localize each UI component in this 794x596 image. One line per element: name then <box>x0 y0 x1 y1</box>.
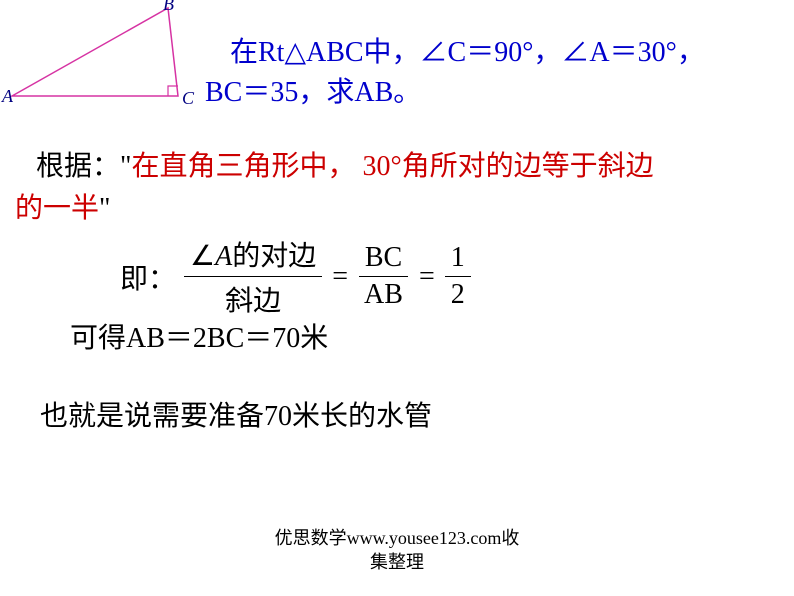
opposite-side-text: 的对边 <box>232 241 316 272</box>
angle-symbol: ∠ <box>190 241 215 272</box>
explanation-body-2: 的一半 <box>15 193 99 224</box>
problem-line-2: BC＝35，求AB。 <box>205 70 421 110</box>
fraction-3: 1 2 <box>445 242 471 311</box>
fraction-1: ∠A的对边 斜边 <box>184 234 322 319</box>
result-text: 可得AB＝2BC＝70米 <box>70 323 328 354</box>
fraction-3-den: 2 <box>445 277 471 311</box>
problem-text-1: 在Rt△ABC中，∠C＝90°，∠A＝30°， <box>230 37 705 68</box>
formula-row: 即： ∠A的对边 斜边 = BC AB = 1 2 <box>120 234 475 319</box>
problem-line-1: 在Rt△ABC中，∠C＝90°，∠A＝30°， <box>230 30 705 70</box>
vertex-c-label: C <box>182 88 195 108</box>
conclusion-line: 也就是说需要准备70米长的水管 <box>40 394 432 434</box>
open-quote: " <box>120 151 131 182</box>
fraction-3-num: 1 <box>445 242 471 277</box>
fraction-1-num: ∠A的对边 <box>184 234 322 277</box>
footer-line-2: 集整理 <box>370 552 424 572</box>
vertex-a-label: A <box>1 86 14 106</box>
fraction-2-den: AB <box>358 277 409 311</box>
footer: 优思数学www.yousee123.com收 集整理 <box>0 527 794 574</box>
fraction-1-den: 斜边 <box>219 277 287 319</box>
fraction-2-num: BC <box>359 242 408 277</box>
angle-a: A <box>215 241 232 272</box>
explanation-prefix: 根据： <box>15 151 120 182</box>
triangle-figure: A B C <box>0 0 210 120</box>
triangle-shape <box>12 8 178 96</box>
explanation-body-1: 在直角三角形中， 30°角所对的边等于斜边 <box>131 151 653 182</box>
close-quote: " <box>99 193 110 224</box>
explanation-block: 根据："在直角三角形中， 30°角所对的边等于斜边 的一半" <box>15 146 775 230</box>
formula-prefix: 即： <box>120 257 176 297</box>
vertex-b-label: B <box>163 0 174 14</box>
conclusion-text: 也就是说需要准备70米长的水管 <box>40 401 432 432</box>
equals-2: = <box>419 261 435 293</box>
equals-1: = <box>332 261 348 293</box>
result-line: 可得AB＝2BC＝70米 <box>70 316 328 356</box>
footer-line-1: 优思数学www.yousee123.com收 <box>275 528 520 548</box>
problem-text-2: BC＝35，求AB。 <box>205 77 421 108</box>
fraction-2: BC AB <box>358 242 409 311</box>
